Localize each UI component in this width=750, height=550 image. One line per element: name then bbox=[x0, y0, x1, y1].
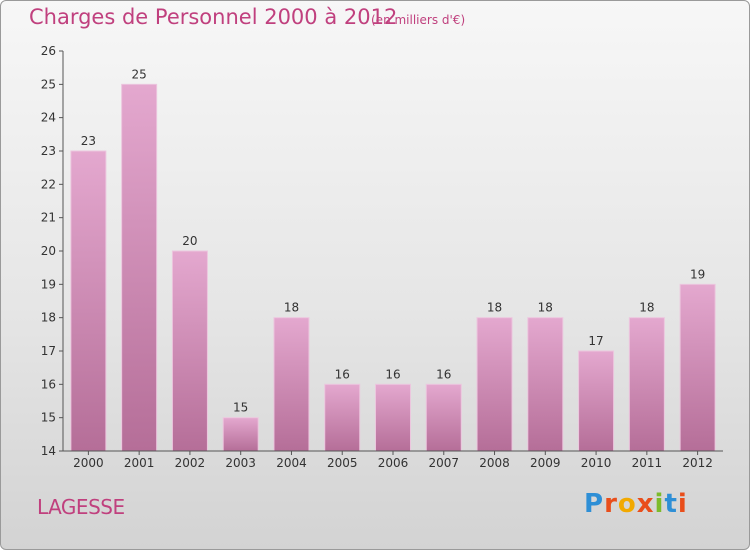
x-tick-label: 2008 bbox=[479, 456, 510, 470]
logo-letter: t bbox=[664, 489, 678, 519]
x-tick-label: 2004 bbox=[276, 456, 307, 470]
bar-value-label: 15 bbox=[233, 401, 248, 415]
bar bbox=[628, 317, 665, 452]
bar bbox=[679, 283, 716, 452]
bar bbox=[375, 383, 411, 452]
x-tick-label: 2009 bbox=[530, 456, 561, 470]
y-tick-label: 25 bbox=[41, 77, 56, 91]
y-tick-label: 19 bbox=[41, 277, 56, 291]
bar-value-label: 18 bbox=[639, 301, 654, 315]
y-tick-label: 16 bbox=[41, 377, 56, 391]
y-tick-label: 14 bbox=[41, 444, 56, 458]
bar bbox=[324, 383, 361, 452]
x-tick-label: 2002 bbox=[175, 456, 206, 470]
bar-value-label: 16 bbox=[385, 367, 400, 381]
bar-value-label: 16 bbox=[436, 367, 451, 381]
x-tick-label: 2005 bbox=[327, 456, 358, 470]
bar bbox=[425, 383, 462, 452]
bar bbox=[527, 317, 564, 452]
bar bbox=[222, 417, 259, 452]
x-tick-label: 2003 bbox=[225, 456, 256, 470]
bar-value-label: 18 bbox=[487, 301, 502, 315]
y-tick-label: 18 bbox=[41, 311, 56, 325]
commune-name: LAGESSE bbox=[37, 495, 125, 519]
bar bbox=[121, 83, 158, 452]
logo-letter: x bbox=[636, 489, 655, 519]
x-tick-label: 2001 bbox=[124, 456, 155, 470]
bar bbox=[578, 350, 615, 452]
x-tick-label: 2010 bbox=[581, 456, 612, 470]
bar-value-label: 18 bbox=[284, 301, 299, 315]
proxiti-logo: Proxiti bbox=[584, 489, 688, 519]
x-tick-label: 2011 bbox=[632, 456, 663, 470]
y-tick-label: 22 bbox=[41, 177, 56, 191]
y-tick-label: 24 bbox=[41, 111, 56, 125]
y-tick-label: 20 bbox=[41, 244, 56, 258]
logo-letter: r bbox=[604, 489, 618, 519]
bar bbox=[171, 250, 208, 452]
x-tick-label: 2000 bbox=[73, 456, 104, 470]
y-tick-label: 21 bbox=[41, 211, 56, 225]
bar-value-label: 19 bbox=[690, 267, 705, 281]
x-tick-label: 2007 bbox=[428, 456, 459, 470]
bar bbox=[273, 317, 310, 452]
bar bbox=[476, 317, 513, 452]
y-tick-label: 23 bbox=[41, 144, 56, 158]
bar bbox=[70, 150, 107, 452]
bar-value-label: 25 bbox=[132, 67, 147, 81]
chart-title: Charges de Personnel 2000 à 2012 bbox=[29, 5, 398, 29]
bar-value-label: 17 bbox=[588, 334, 603, 348]
logo-letter: P bbox=[584, 489, 605, 519]
logo-letter: o bbox=[617, 489, 637, 519]
bar-value-label: 23 bbox=[81, 134, 96, 148]
logo-letter: i bbox=[677, 489, 688, 519]
bar-value-label: 16 bbox=[335, 367, 350, 381]
bar-value-label: 18 bbox=[538, 301, 553, 315]
x-tick-label: 2006 bbox=[378, 456, 409, 470]
y-tick-label: 17 bbox=[41, 344, 56, 358]
bar-value-label: 20 bbox=[182, 234, 197, 248]
x-tick-label: 2012 bbox=[682, 456, 713, 470]
chart-unit-note: (en milliers d'€) bbox=[371, 13, 466, 27]
logo-letter: i bbox=[654, 489, 665, 519]
y-tick-label: 26 bbox=[41, 44, 56, 58]
y-tick-label: 15 bbox=[41, 411, 56, 425]
